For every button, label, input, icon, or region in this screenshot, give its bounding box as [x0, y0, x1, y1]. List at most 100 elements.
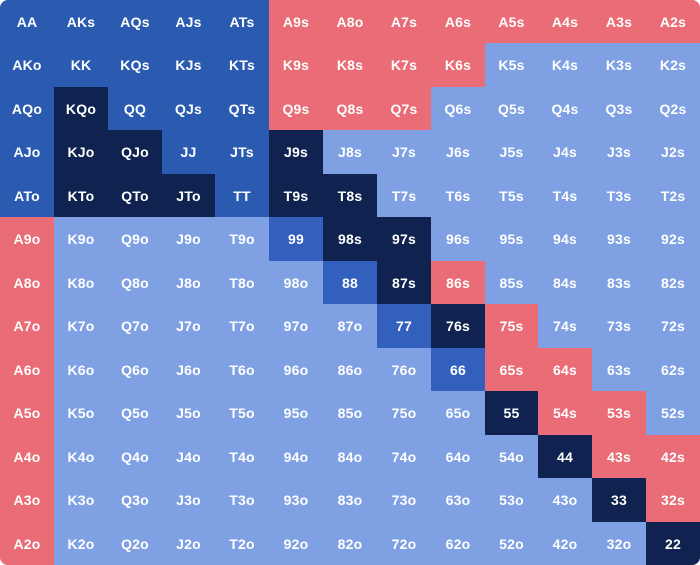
hand-cell-aks[interactable]: AKs — [54, 0, 108, 43]
hand-cell-t7o[interactable]: T7o — [215, 304, 269, 348]
hand-cell-52o[interactable]: 52o — [485, 522, 538, 565]
hand-cell-72o[interactable]: 72o — [377, 522, 431, 565]
hand-cell-93s[interactable]: 93s — [592, 217, 646, 261]
hand-cell-54s[interactable]: 54s — [538, 391, 592, 435]
hand-cell-kjs[interactable]: KJs — [162, 43, 215, 87]
hand-cell-kk[interactable]: KK — [54, 43, 108, 87]
hand-cell-q3s[interactable]: Q3s — [592, 87, 646, 130]
hand-cell-87o[interactable]: 87o — [323, 304, 377, 348]
hand-cell-k2o[interactable]: K2o — [54, 522, 108, 565]
hand-cell-75o[interactable]: 75o — [377, 391, 431, 435]
hand-cell-k7s[interactable]: K7s — [377, 43, 431, 87]
hand-cell-43s[interactable]: 43s — [592, 435, 646, 478]
hand-cell-j2o[interactable]: J2o — [162, 522, 215, 565]
hand-cell-k3s[interactable]: K3s — [592, 43, 646, 87]
hand-cell-a8o[interactable]: A8o — [323, 0, 377, 43]
hand-cell-j5s[interactable]: J5s — [485, 130, 538, 174]
hand-cell-98s[interactable]: 98s — [323, 217, 377, 261]
hand-cell-k2s[interactable]: K2s — [646, 43, 700, 87]
hand-cell-aqs[interactable]: AQs — [108, 0, 162, 43]
hand-cell-jto[interactable]: JTo — [162, 174, 215, 217]
hand-cell-k9o[interactable]: K9o — [54, 217, 108, 261]
hand-cell-32o[interactable]: 32o — [592, 522, 646, 565]
hand-cell-95o[interactable]: 95o — [269, 391, 323, 435]
hand-cell-a7o[interactable]: A7o — [0, 304, 54, 348]
hand-cell-aqo[interactable]: AQo — [0, 87, 54, 130]
hand-cell-j9o[interactable]: J9o — [162, 217, 215, 261]
hand-cell-83o[interactable]: 83o — [323, 478, 377, 522]
hand-cell-t8s[interactable]: T8s — [323, 174, 377, 217]
hand-cell-k7o[interactable]: K7o — [54, 304, 108, 348]
hand-cell-74o[interactable]: 74o — [377, 435, 431, 478]
hand-cell-kts[interactable]: KTs — [215, 43, 269, 87]
hand-cell-qto[interactable]: QTo — [108, 174, 162, 217]
hand-cell-ako[interactable]: AKo — [0, 43, 54, 87]
hand-cell-k6o[interactable]: K6o — [54, 348, 108, 391]
hand-cell-q6s[interactable]: Q6s — [431, 87, 485, 130]
hand-cell-64s[interactable]: 64s — [538, 348, 592, 391]
hand-cell-ato[interactable]: ATo — [0, 174, 54, 217]
hand-cell-t6s[interactable]: T6s — [431, 174, 485, 217]
hand-cell-97o[interactable]: 97o — [269, 304, 323, 348]
hand-cell-j6s[interactable]: J6s — [431, 130, 485, 174]
hand-cell-qq[interactable]: QQ — [108, 87, 162, 130]
hand-cell-83s[interactable]: 83s — [592, 261, 646, 304]
hand-cell-95s[interactable]: 95s — [485, 217, 538, 261]
hand-cell-t5s[interactable]: T5s — [485, 174, 538, 217]
hand-cell-t3o[interactable]: T3o — [215, 478, 269, 522]
hand-cell-k8s[interactable]: K8s — [323, 43, 377, 87]
hand-cell-q2o[interactable]: Q2o — [108, 522, 162, 565]
hand-cell-j3o[interactable]: J3o — [162, 478, 215, 522]
hand-cell-62s[interactable]: 62s — [646, 348, 700, 391]
hand-cell-92o[interactable]: 92o — [269, 522, 323, 565]
hand-cell-tt[interactable]: TT — [215, 174, 269, 217]
hand-cell-k4s[interactable]: K4s — [538, 43, 592, 87]
hand-cell-a4o[interactable]: A4o — [0, 435, 54, 478]
hand-cell-j7o[interactable]: J7o — [162, 304, 215, 348]
hand-cell-kqo[interactable]: KQo — [54, 87, 108, 130]
hand-cell-96o[interactable]: 96o — [269, 348, 323, 391]
hand-cell-44[interactable]: 44 — [538, 435, 592, 478]
hand-cell-32s[interactable]: 32s — [646, 478, 700, 522]
hand-cell-86o[interactable]: 86o — [323, 348, 377, 391]
hand-cell-jj[interactable]: JJ — [162, 130, 215, 174]
hand-cell-k4o[interactable]: K4o — [54, 435, 108, 478]
hand-cell-ajs[interactable]: AJs — [162, 0, 215, 43]
hand-cell-a3s[interactable]: A3s — [592, 0, 646, 43]
hand-cell-65o[interactable]: 65o — [431, 391, 485, 435]
hand-cell-qjo[interactable]: QJo — [108, 130, 162, 174]
hand-cell-k5o[interactable]: K5o — [54, 391, 108, 435]
hand-cell-64o[interactable]: 64o — [431, 435, 485, 478]
hand-cell-84s[interactable]: 84s — [538, 261, 592, 304]
hand-cell-72s[interactable]: 72s — [646, 304, 700, 348]
hand-cell-42o[interactable]: 42o — [538, 522, 592, 565]
hand-cell-82o[interactable]: 82o — [323, 522, 377, 565]
hand-cell-76s[interactable]: 76s — [431, 304, 485, 348]
hand-cell-82s[interactable]: 82s — [646, 261, 700, 304]
hand-cell-42s[interactable]: 42s — [646, 435, 700, 478]
hand-cell-a2o[interactable]: A2o — [0, 522, 54, 565]
hand-cell-77[interactable]: 77 — [377, 304, 431, 348]
hand-cell-94o[interactable]: 94o — [269, 435, 323, 478]
hand-cell-85s[interactable]: 85s — [485, 261, 538, 304]
hand-cell-96s[interactable]: 96s — [431, 217, 485, 261]
hand-cell-kqs[interactable]: KQs — [108, 43, 162, 87]
hand-cell-65s[interactable]: 65s — [485, 348, 538, 391]
hand-cell-kjo[interactable]: KJo — [54, 130, 108, 174]
hand-cell-t5o[interactable]: T5o — [215, 391, 269, 435]
hand-cell-54o[interactable]: 54o — [485, 435, 538, 478]
hand-cell-43o[interactable]: 43o — [538, 478, 592, 522]
hand-cell-q5o[interactable]: Q5o — [108, 391, 162, 435]
hand-cell-t4s[interactable]: T4s — [538, 174, 592, 217]
hand-cell-j8o[interactable]: J8o — [162, 261, 215, 304]
hand-cell-j4o[interactable]: J4o — [162, 435, 215, 478]
hand-cell-99[interactable]: 99 — [269, 217, 323, 261]
hand-cell-q6o[interactable]: Q6o — [108, 348, 162, 391]
hand-cell-a9o[interactable]: A9o — [0, 217, 54, 261]
hand-cell-k6s[interactable]: K6s — [431, 43, 485, 87]
hand-cell-qts[interactable]: QTs — [215, 87, 269, 130]
hand-cell-73o[interactable]: 73o — [377, 478, 431, 522]
hand-cell-qjs[interactable]: QJs — [162, 87, 215, 130]
hand-cell-j7s[interactable]: J7s — [377, 130, 431, 174]
hand-cell-a2s[interactable]: A2s — [646, 0, 700, 43]
